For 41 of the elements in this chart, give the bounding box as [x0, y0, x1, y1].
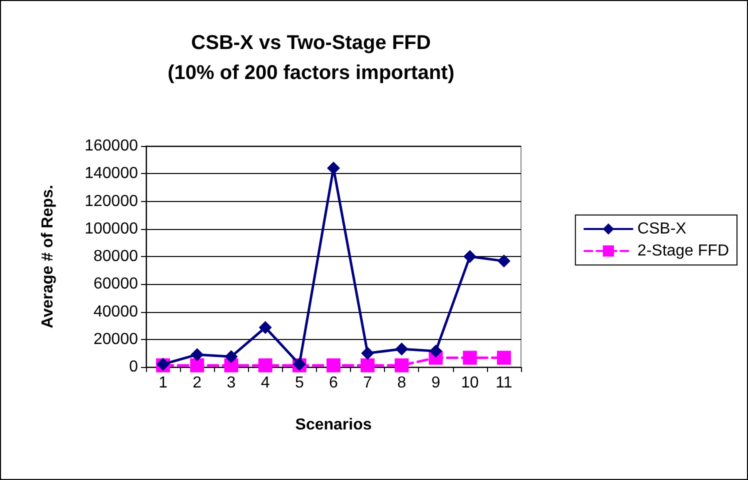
y-tick-label: 60000 — [94, 276, 138, 293]
point — [224, 350, 238, 364]
x-tick-label: 4 — [260, 374, 270, 392]
point — [496, 350, 511, 365]
point — [190, 348, 204, 362]
x-tick-label: 1 — [158, 374, 168, 392]
point — [395, 342, 408, 356]
x-tick-label: 6 — [329, 374, 338, 392]
point — [462, 350, 477, 365]
point — [361, 346, 374, 360]
point — [463, 250, 476, 263]
x-tick-label: 5 — [294, 374, 304, 392]
legend-label: 2-Stage FFD — [637, 242, 730, 260]
point — [429, 344, 442, 358]
x-tick-label: 3 — [226, 374, 236, 392]
y-tick-label: 120000 — [84, 192, 138, 210]
y-tick-label: 0 — [129, 358, 138, 376]
y-tick-label: 100000 — [84, 220, 138, 238]
x-tick-label: 9 — [431, 374, 440, 392]
y-tick-label: 20000 — [94, 330, 138, 348]
point — [394, 358, 409, 372]
y-tick-label: 40000 — [94, 303, 138, 320]
point — [258, 320, 272, 334]
point — [258, 358, 272, 372]
chart-title: CSB-X vs Two-Stage FFD (10% of 200 factors important) — [168, 32, 454, 84]
x-tick-label: 8 — [397, 374, 406, 392]
x-tick-label: 7 — [363, 374, 372, 392]
y-axis-title: Average # of Reps. — [40, 184, 56, 328]
y-tick-label: 160000 — [84, 138, 138, 154]
legend-label: CSB-X — [637, 220, 687, 238]
y-tick-label: 80000 — [94, 248, 138, 265]
point — [360, 358, 375, 372]
point — [326, 358, 340, 372]
point — [190, 358, 204, 372]
x-tick-label: 2 — [192, 374, 202, 392]
y-tick-label: 140000 — [84, 165, 138, 182]
point — [327, 162, 340, 175]
point — [497, 254, 510, 268]
x-tick-label: 10 — [460, 374, 479, 392]
x-axis-title: Scenarios — [295, 416, 372, 434]
x-tick-label: 11 — [496, 374, 512, 392]
